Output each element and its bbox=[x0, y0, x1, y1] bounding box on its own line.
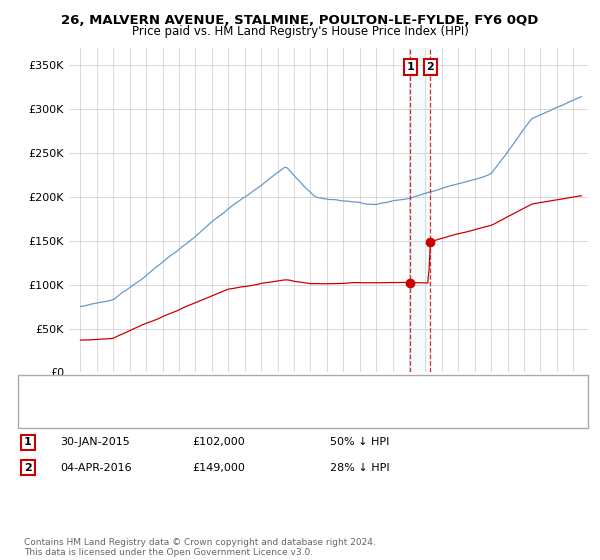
Text: HPI: Average price, detached house, Wyre: HPI: Average price, detached house, Wyre bbox=[78, 409, 298, 418]
Text: 50% ↓ HPI: 50% ↓ HPI bbox=[330, 437, 389, 447]
Bar bbox=[410, 48, 430, 372]
Text: 30-JAN-2015: 30-JAN-2015 bbox=[60, 437, 130, 447]
Text: Price paid vs. HM Land Registry's House Price Index (HPI): Price paid vs. HM Land Registry's House … bbox=[131, 25, 469, 38]
Text: 1: 1 bbox=[406, 62, 414, 72]
Text: 2: 2 bbox=[427, 62, 434, 72]
Text: 2: 2 bbox=[24, 463, 32, 473]
Text: Contains HM Land Registry data © Crown copyright and database right 2024.
This d: Contains HM Land Registry data © Crown c… bbox=[24, 538, 376, 557]
Text: 26, MALVERN AVENUE, STALMINE, POULTON-LE-FYLDE, FY6 0QD (detached house): 26, MALVERN AVENUE, STALMINE, POULTON-LE… bbox=[78, 388, 503, 398]
Text: £102,000: £102,000 bbox=[192, 437, 245, 447]
Text: £149,000: £149,000 bbox=[192, 463, 245, 473]
Text: ——: —— bbox=[36, 407, 61, 420]
Text: 28% ↓ HPI: 28% ↓ HPI bbox=[330, 463, 389, 473]
Text: ——: —— bbox=[36, 386, 61, 399]
Text: 26, MALVERN AVENUE, STALMINE, POULTON-LE-FYLDE, FY6 0QD: 26, MALVERN AVENUE, STALMINE, POULTON-LE… bbox=[61, 14, 539, 27]
Text: 04-APR-2016: 04-APR-2016 bbox=[60, 463, 131, 473]
Text: 1: 1 bbox=[24, 437, 32, 447]
